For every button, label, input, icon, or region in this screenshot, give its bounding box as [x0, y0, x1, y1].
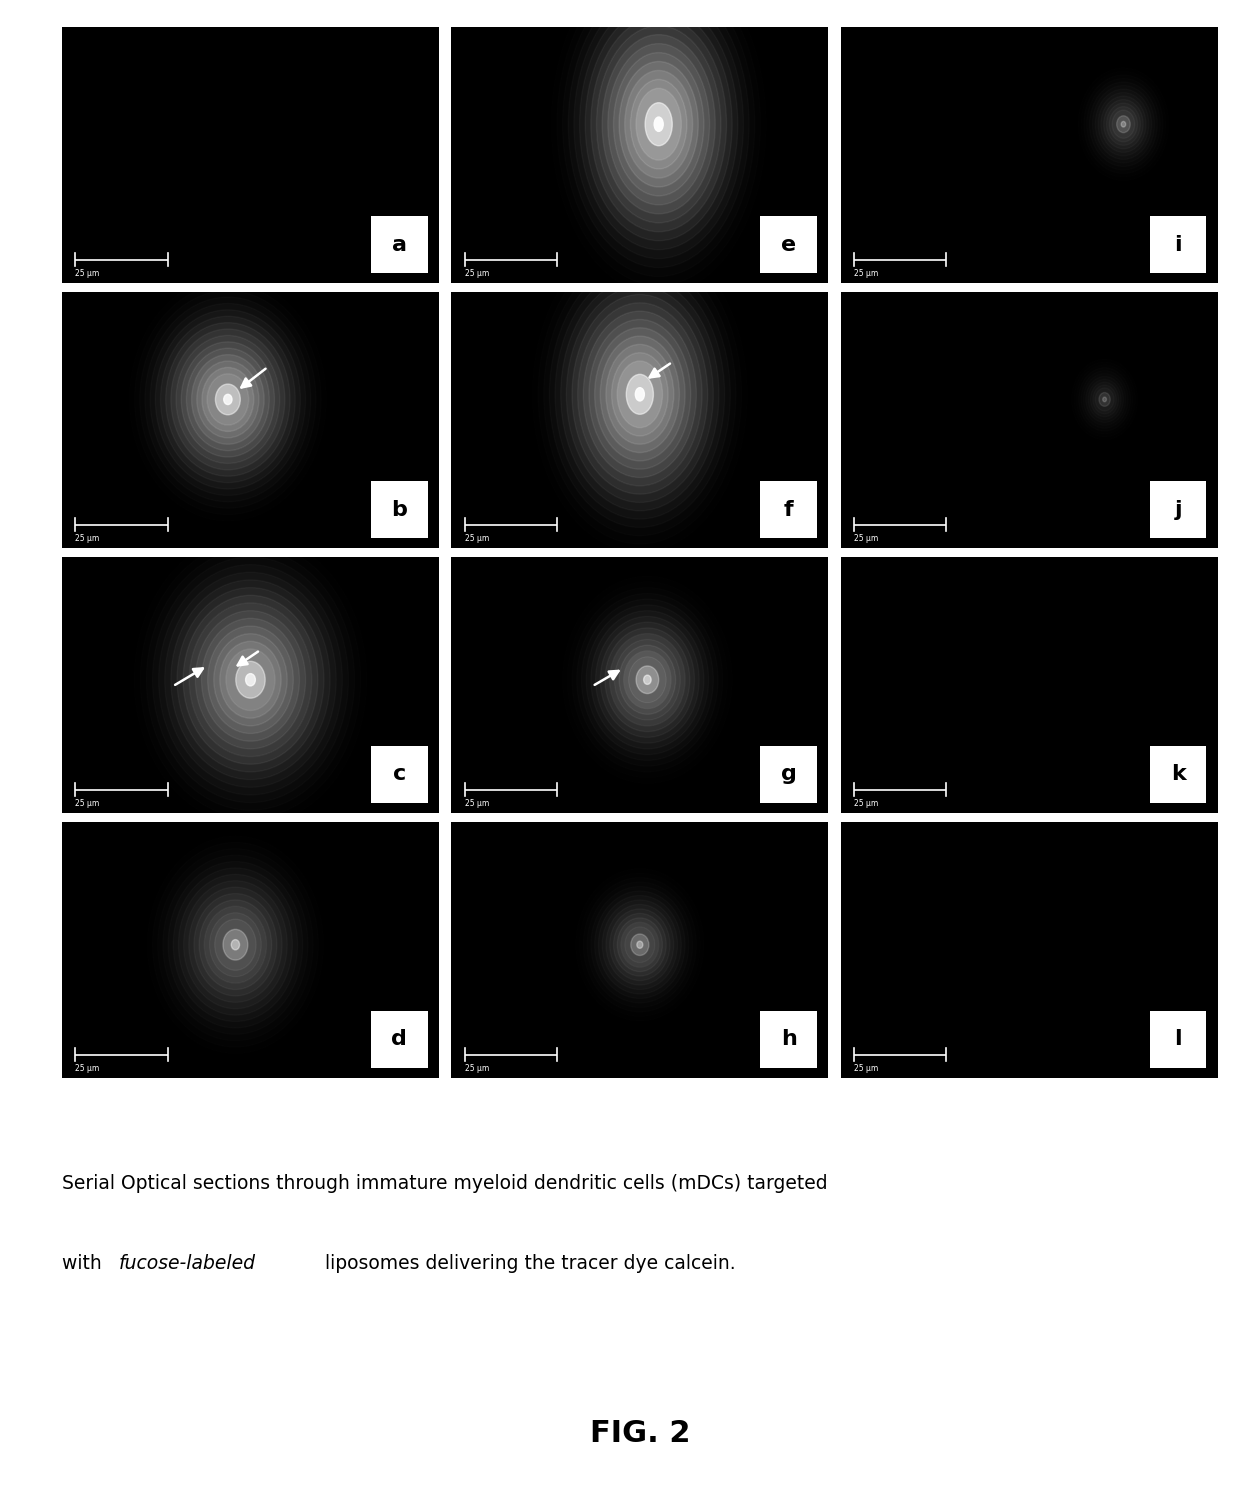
- Text: j: j: [1174, 500, 1182, 519]
- Ellipse shape: [246, 674, 255, 686]
- Text: FIG. 2: FIG. 2: [589, 1419, 691, 1449]
- Ellipse shape: [1099, 392, 1110, 406]
- Ellipse shape: [644, 675, 651, 684]
- Text: h: h: [781, 1030, 796, 1049]
- Text: 25 μm: 25 μm: [854, 269, 878, 278]
- Bar: [1149, 217, 1207, 272]
- Ellipse shape: [215, 919, 257, 970]
- Ellipse shape: [614, 52, 704, 196]
- Ellipse shape: [635, 388, 645, 401]
- Ellipse shape: [603, 34, 715, 214]
- Text: a: a: [392, 235, 407, 254]
- Ellipse shape: [197, 361, 259, 437]
- Text: 25 μm: 25 μm: [854, 534, 878, 543]
- Ellipse shape: [589, 319, 691, 469]
- Ellipse shape: [578, 302, 702, 487]
- Ellipse shape: [625, 70, 693, 178]
- Ellipse shape: [626, 374, 653, 415]
- Ellipse shape: [207, 626, 294, 734]
- Ellipse shape: [611, 353, 668, 436]
- Ellipse shape: [236, 662, 265, 698]
- Ellipse shape: [216, 385, 241, 415]
- Bar: [371, 482, 428, 537]
- Ellipse shape: [207, 374, 248, 425]
- Text: 25 μm: 25 μm: [854, 799, 878, 808]
- Text: 25 μm: 25 μm: [76, 534, 99, 543]
- Ellipse shape: [619, 645, 676, 714]
- Bar: [760, 1012, 817, 1067]
- Ellipse shape: [231, 940, 239, 949]
- Ellipse shape: [190, 603, 311, 756]
- Ellipse shape: [226, 650, 275, 711]
- Text: k: k: [1171, 765, 1185, 784]
- Ellipse shape: [223, 930, 248, 960]
- Ellipse shape: [618, 361, 662, 428]
- Ellipse shape: [614, 639, 681, 720]
- Text: 25 μm: 25 μm: [76, 1064, 99, 1073]
- Ellipse shape: [606, 344, 673, 445]
- Ellipse shape: [1117, 115, 1130, 133]
- Bar: [1149, 747, 1207, 802]
- Text: b: b: [392, 500, 407, 519]
- Bar: [760, 482, 817, 537]
- Text: 25 μm: 25 μm: [465, 534, 489, 543]
- Text: 25 μm: 25 μm: [465, 269, 489, 278]
- Ellipse shape: [619, 61, 698, 187]
- Ellipse shape: [631, 934, 649, 955]
- Text: 25 μm: 25 μm: [76, 269, 99, 278]
- Text: 25 μm: 25 μm: [76, 799, 99, 808]
- Ellipse shape: [595, 328, 684, 461]
- Ellipse shape: [202, 367, 254, 431]
- Text: i: i: [1174, 235, 1182, 254]
- Bar: [760, 747, 817, 802]
- Bar: [371, 217, 428, 272]
- Text: fucose-labeled: fucose-labeled: [119, 1254, 255, 1274]
- Text: f: f: [784, 500, 794, 519]
- Ellipse shape: [624, 651, 671, 708]
- Ellipse shape: [629, 657, 666, 702]
- Text: Serial Optical sections through immature myeloid dendritic cells (mDCs) targeted: Serial Optical sections through immature…: [62, 1174, 827, 1193]
- Text: 25 μm: 25 μm: [465, 799, 489, 808]
- Ellipse shape: [655, 117, 663, 132]
- Ellipse shape: [636, 666, 658, 693]
- Text: with: with: [62, 1254, 108, 1274]
- Text: liposomes delivering the tracer dye calcein.: liposomes delivering the tracer dye calc…: [319, 1254, 735, 1274]
- Ellipse shape: [1102, 397, 1106, 401]
- Ellipse shape: [186, 349, 269, 451]
- Text: l: l: [1174, 1030, 1182, 1049]
- Text: e: e: [781, 235, 796, 254]
- Ellipse shape: [181, 341, 274, 457]
- Ellipse shape: [630, 79, 687, 169]
- Ellipse shape: [219, 641, 281, 719]
- Bar: [1149, 1012, 1207, 1067]
- Bar: [760, 217, 817, 272]
- Bar: [371, 747, 428, 802]
- Ellipse shape: [201, 618, 300, 741]
- Text: c: c: [393, 765, 405, 784]
- Ellipse shape: [176, 335, 280, 464]
- Text: 25 μm: 25 μm: [465, 1064, 489, 1073]
- Ellipse shape: [1121, 121, 1126, 127]
- Ellipse shape: [636, 88, 681, 160]
- Ellipse shape: [600, 335, 680, 452]
- Ellipse shape: [191, 355, 264, 445]
- Ellipse shape: [637, 942, 642, 948]
- Ellipse shape: [608, 43, 709, 205]
- Text: 25 μm: 25 μm: [854, 1064, 878, 1073]
- Ellipse shape: [213, 633, 288, 726]
- Bar: [371, 1012, 428, 1067]
- Ellipse shape: [196, 611, 305, 748]
- Ellipse shape: [645, 103, 672, 145]
- Ellipse shape: [223, 394, 232, 404]
- Ellipse shape: [596, 25, 720, 223]
- Bar: [1149, 482, 1207, 537]
- Text: g: g: [781, 765, 796, 784]
- Ellipse shape: [583, 311, 697, 478]
- Text: d: d: [392, 1030, 407, 1049]
